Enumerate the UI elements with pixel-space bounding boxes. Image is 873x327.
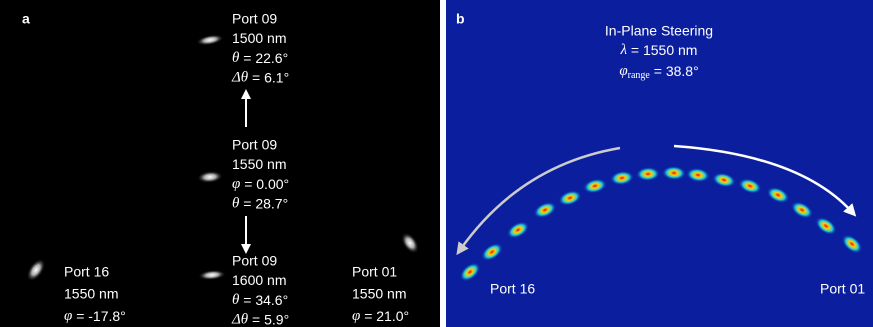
text-line: 1600 nm: [232, 272, 286, 288]
value: = 6.1°: [248, 69, 289, 85]
beam-spot: [26, 258, 46, 282]
beam-spot: [790, 201, 814, 219]
symbol: φ: [352, 308, 360, 324]
port-label: Port 16: [490, 281, 535, 297]
text-line: θ = 22.6°: [232, 50, 288, 67]
symbol: θ: [232, 50, 240, 66]
text-line: Port 09: [232, 253, 277, 269]
text-line: 1500 nm: [232, 30, 286, 46]
beam-spot: [198, 269, 226, 281]
beam-spot: [401, 232, 419, 254]
beam-spot: [583, 178, 607, 194]
text-line: φ = 0.00°: [232, 176, 289, 193]
beam-spot: [506, 221, 530, 239]
beam-spot: [738, 178, 762, 194]
text-line: Port 01: [352, 264, 397, 280]
subscript: range: [628, 70, 651, 81]
text-line: Port 09: [232, 11, 277, 27]
text-line: Δθ = 6.1°: [231, 69, 289, 86]
value: = 21.0°: [360, 308, 409, 324]
beam-spot: [636, 166, 660, 182]
arrow: [456, 146, 621, 256]
symbol: λ: [620, 42, 628, 58]
text-line: φrange = 38.8°: [619, 63, 698, 82]
text-line: λ = 1550 nm: [620, 42, 698, 59]
text-line: 1550 nm: [232, 156, 286, 172]
symbol: Δθ: [231, 312, 249, 327]
panel-title: In-Plane Steering: [605, 23, 713, 39]
beam-spot: [686, 167, 710, 183]
value: = 38.8°: [650, 63, 699, 79]
beam-spot: [712, 172, 736, 188]
text-line: θ = 34.6°: [232, 292, 288, 309]
value: = 0.00°: [240, 176, 289, 192]
port-label: Port 01: [820, 281, 865, 297]
panel-label: b: [456, 11, 465, 27]
text-line: Δθ = 5.9°: [231, 311, 289, 327]
text-line: 1550 nm: [352, 286, 406, 302]
value: = -17.8°: [72, 308, 125, 324]
symbol: θ: [232, 196, 240, 212]
symbol: φ: [232, 176, 240, 192]
symbol: θ: [232, 292, 240, 308]
beam-spot: [766, 186, 790, 204]
beam-spot: [815, 217, 837, 235]
beam-spot: [558, 190, 582, 206]
value: = 28.7°: [239, 195, 288, 211]
text-line: φ = 21.0°: [352, 308, 409, 325]
beam-spot: [459, 262, 481, 282]
symbol: φ: [64, 308, 72, 324]
beam-spot: [197, 170, 223, 184]
value: = 22.6°: [239, 50, 288, 66]
beam-spot: [662, 165, 686, 181]
panel-b-bg: [446, 0, 873, 327]
value: = 1550 nm: [627, 42, 697, 58]
symbol: Δθ: [231, 70, 249, 86]
text-line: Port 16: [64, 264, 109, 280]
text-line: φ = -17.8°: [64, 308, 126, 325]
beam-spot: [610, 170, 634, 186]
beam-spot: [481, 243, 503, 261]
beam-spot: [841, 234, 863, 254]
panel-label: a: [22, 11, 30, 27]
symbol: φ: [619, 63, 627, 79]
beam-spot: [533, 201, 557, 219]
beam-spot: [196, 34, 224, 46]
arrow: [673, 144, 857, 217]
value: = 34.6°: [239, 292, 288, 308]
text-line: θ = 28.7°: [232, 195, 288, 212]
text-line: Port 09: [232, 137, 277, 153]
value: = 5.9°: [248, 311, 289, 327]
text-line: 1550 nm: [64, 286, 118, 302]
